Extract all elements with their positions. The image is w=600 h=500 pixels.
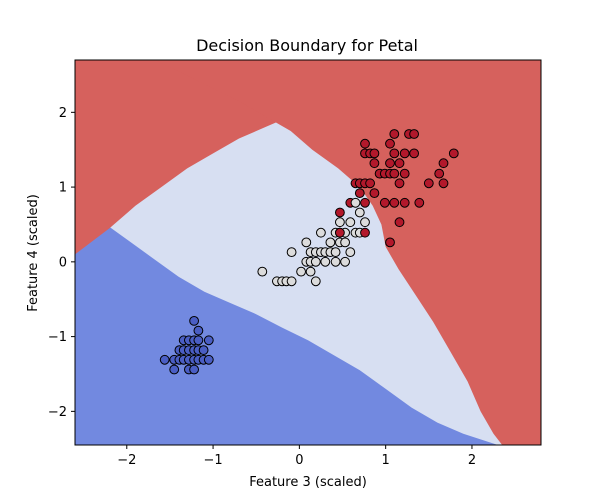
x-axis: −2 −1 0 1 2 [117, 445, 476, 468]
point-class-2 [335, 227, 345, 238]
point-class-2 [399, 168, 410, 179]
point-class-1 [316, 227, 326, 238]
point-class-0 [193, 325, 204, 336]
y-axis-title: Feature 4 (scaled) [26, 194, 41, 312]
point-class-2 [335, 207, 345, 218]
y-tick-label: −1 [48, 330, 67, 345]
point-class-0 [189, 364, 200, 375]
point-class-2 [399, 197, 410, 208]
point-class-2 [394, 158, 405, 169]
point-class-2 [399, 148, 410, 159]
point-class-2 [409, 148, 420, 159]
point-class-2 [394, 178, 405, 189]
x-tick-label: −2 [117, 453, 136, 468]
point-class-1 [350, 197, 361, 208]
point-class-2 [389, 148, 400, 159]
point-class-2 [360, 138, 370, 149]
point-class-2 [379, 197, 390, 208]
point-class-1 [286, 247, 297, 258]
point-class-2 [369, 158, 380, 169]
point-class-1 [310, 256, 321, 267]
x-tick-label: −1 [203, 453, 222, 468]
point-class-1 [325, 237, 336, 248]
region-class-0-0 [75, 202, 498, 445]
point-class-1 [340, 237, 351, 248]
point-class-1 [257, 266, 268, 277]
point-class-2 [385, 138, 395, 149]
x-tick-label: 2 [468, 453, 476, 468]
point-class-0 [193, 335, 204, 346]
point-class-1 [301, 237, 312, 248]
point-class-1 [330, 247, 341, 258]
point-class-2 [369, 148, 380, 159]
point-class-1 [296, 266, 307, 277]
point-class-2 [369, 188, 380, 199]
point-class-0 [203, 335, 214, 346]
y-tick-label: 0 [59, 255, 67, 270]
point-class-2 [438, 158, 449, 169]
decision-regions [75, 60, 541, 445]
y-tick-label: 2 [59, 106, 67, 121]
point-class-2 [448, 148, 459, 159]
point-class-2 [414, 197, 425, 208]
point-class-1 [354, 207, 365, 218]
point-class-2 [385, 158, 395, 169]
point-class-0 [203, 354, 214, 365]
region-class-2-2 [154, 60, 541, 445]
point-class-2 [360, 197, 370, 208]
point-class-2 [409, 129, 420, 139]
point-class-2 [354, 188, 365, 199]
point-class-1 [345, 247, 356, 258]
y-tick-label: 1 [59, 181, 67, 196]
plot-frame [74, 59, 542, 446]
data-points [159, 129, 459, 375]
point-class-0 [159, 354, 170, 365]
point-class-1 [330, 256, 341, 267]
point-class-2 [389, 129, 400, 139]
point-class-1 [305, 266, 316, 277]
point-class-0 [169, 364, 180, 375]
point-class-2 [389, 197, 400, 208]
point-class-2 [385, 237, 395, 248]
point-class-0 [198, 345, 209, 356]
y-axis: −2 −1 0 1 2 [48, 106, 75, 420]
x-tick-label: 1 [382, 453, 390, 468]
point-class-2 [389, 168, 400, 179]
point-class-2 [360, 227, 370, 238]
point-class-2 [394, 217, 405, 228]
point-class-1 [345, 217, 356, 228]
point-class-1 [360, 217, 370, 228]
point-class-1 [340, 256, 351, 267]
x-tick-label: 0 [295, 453, 303, 468]
chart-title: Decision Boundary for Petal [196, 36, 418, 55]
x-axis-title: Feature 3 (scaled) [249, 475, 367, 490]
point-class-1 [286, 276, 297, 287]
point-class-1 [310, 276, 321, 287]
y-tick-label: −2 [48, 405, 67, 420]
point-class-2 [365, 178, 376, 189]
plot-area [74, 59, 542, 446]
point-class-1 [335, 217, 345, 228]
point-class-2 [438, 178, 449, 189]
point-class-2 [434, 168, 445, 179]
point-class-2 [423, 178, 434, 189]
point-class-1 [320, 256, 331, 267]
point-class-0 [189, 316, 200, 326]
